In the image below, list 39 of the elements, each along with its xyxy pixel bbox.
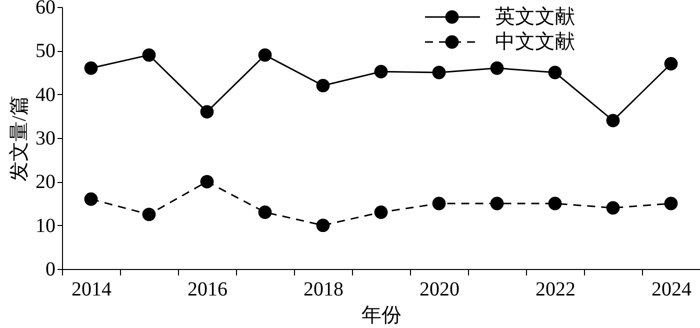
y-tick-label: 50: [36, 40, 56, 62]
y-tick-label: 40: [36, 84, 56, 106]
point: [258, 48, 272, 62]
point: [84, 61, 98, 75]
y-axis-title: 发文量/篇: [8, 96, 30, 182]
x-tick-label: 2024: [652, 278, 692, 300]
point: [84, 192, 98, 206]
point: [374, 64, 388, 78]
point: [432, 196, 446, 210]
point: [490, 196, 504, 210]
legend-label: 英文文献: [495, 6, 575, 28]
point: [258, 206, 272, 219]
point: [606, 201, 620, 215]
point: [316, 78, 330, 92]
point: [142, 48, 156, 62]
x-axis-title: 年份: [362, 304, 402, 326]
y-tick-label: 60: [36, 0, 56, 18]
point: [490, 61, 504, 75]
y-tick-label: 30: [36, 128, 56, 150]
y-tick-label: 20: [36, 171, 56, 194]
y-tick-label: 0: [46, 258, 56, 280]
x-tick-label: 2020: [420, 278, 460, 300]
legend-label: 中文文献: [495, 31, 575, 53]
x-tick-label: 2016: [188, 278, 228, 300]
point: [432, 66, 446, 80]
point: [200, 105, 214, 118]
point: [548, 196, 562, 210]
x-tick-label: 2018: [304, 278, 344, 300]
point: [606, 114, 620, 128]
point: [142, 208, 156, 222]
point: [664, 196, 678, 210]
x-tick-label: 2022: [536, 278, 576, 300]
point: [316, 218, 330, 232]
x-tick-label: 2014: [72, 278, 112, 300]
point: [664, 57, 678, 70]
y-tick-label: 10: [36, 214, 56, 237]
point: [374, 206, 388, 219]
point: [200, 174, 214, 188]
point: [548, 66, 562, 80]
